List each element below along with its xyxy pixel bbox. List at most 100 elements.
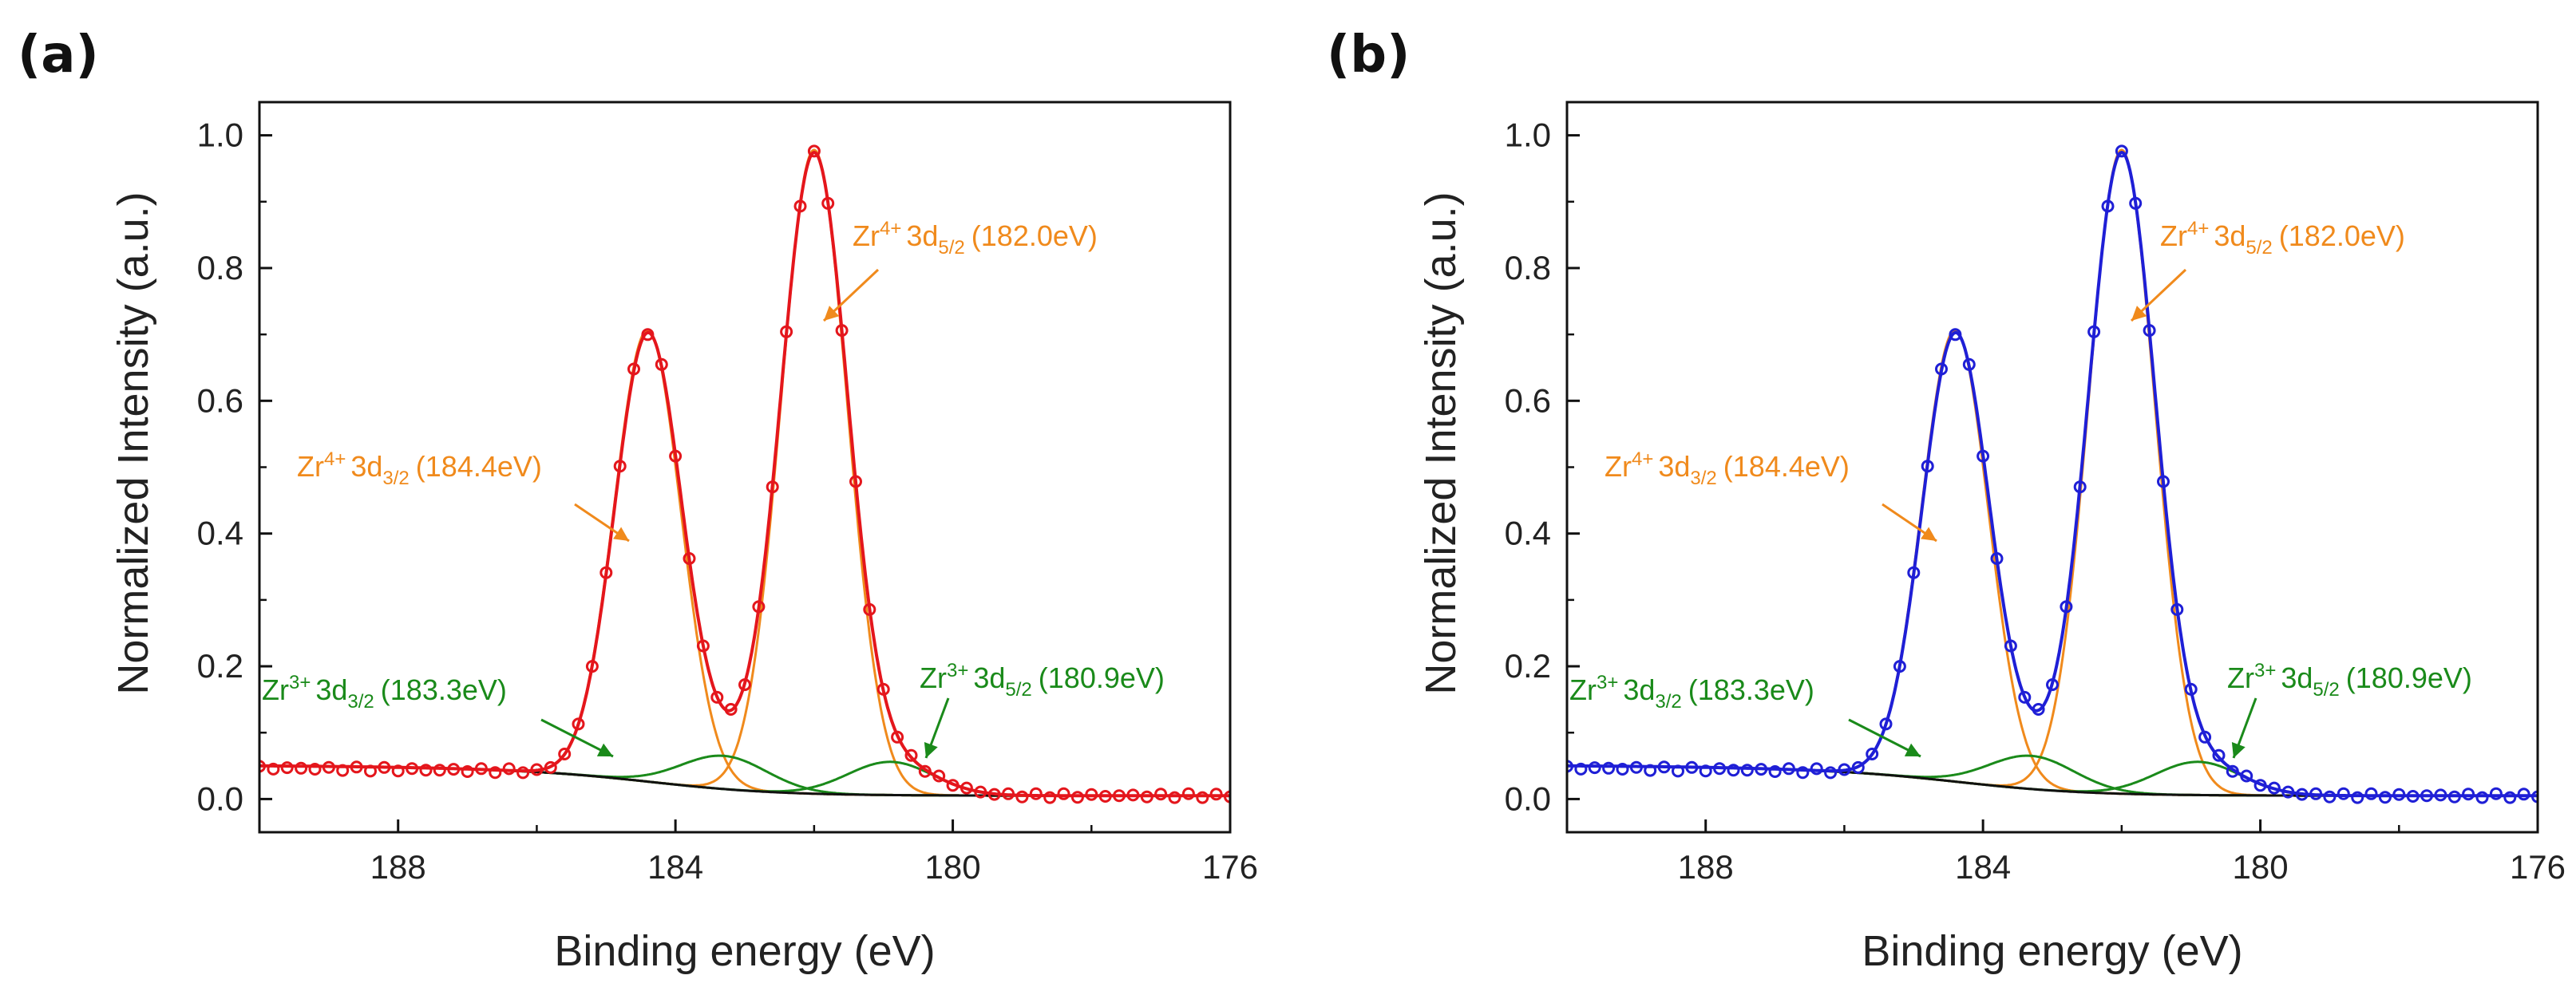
data-point [544,760,557,774]
data-point [391,764,405,778]
data-point [738,678,751,692]
data-point [932,769,946,783]
data-point [849,475,862,488]
data-point [2531,790,2538,803]
data-point [876,682,890,696]
data-point [1588,761,1601,775]
data-point [433,764,446,777]
data-point [683,552,696,565]
component-peak-zr4-3d3-2 [453,329,1230,797]
data-point [960,781,973,795]
annotation-label: Zr4+ 3d5/2 (182.0eV) [2160,218,2405,259]
annotation-label: Zr3+ 3d3/2 (183.3eV) [262,672,507,713]
data-point [461,765,474,778]
data-point [378,760,391,774]
data-point [1935,362,1948,376]
data-point [1768,765,1782,778]
data-point [2378,791,2392,804]
data-point [1893,660,1906,673]
y-tick-label: 1.0 [1505,116,1551,154]
data-point [863,602,876,616]
data-point [2240,769,2254,783]
data-point [1810,762,1823,776]
data-point [2406,790,2420,803]
annotation-label: Zr3+ 3d5/2 (180.9eV) [920,660,1165,701]
x-tick-label: 184 [1955,848,2011,886]
component-peak-zr4-3d3-2 [1761,329,2538,797]
data-point [259,760,266,773]
data-point [2060,600,2073,614]
data-point [2517,788,2530,801]
peak-annotation: Zr4+ 3d3/2 (184.4eV) [1605,448,1937,543]
data-point [1838,763,1851,776]
component-peak-zr4-3d5-2 [453,148,1230,797]
data-point [2364,787,2378,800]
data-point [2212,748,2226,762]
data-point [295,761,308,775]
background-line [453,767,1230,797]
data-point [1209,788,1223,801]
data-point [1921,460,1934,473]
data-point [1181,787,1195,800]
annotation-arrowhead [596,743,613,756]
data-point [1672,764,1684,778]
data-point [724,703,738,716]
data-point [267,762,280,776]
data-point [474,762,488,776]
component-peak-zr3-3d5-2 [453,760,1230,797]
y-tick-label: 0.4 [1505,515,1551,552]
data-point [2434,788,2447,802]
data-point [1070,791,1084,804]
chart-panel-a: (a) 188 184 180 176 0.0 0.2 0.4 0.6 0.8 1.0 Binding… [18,26,1258,975]
x-tick-label: 188 [370,848,426,886]
data-point [2087,325,2101,338]
data-point [766,480,779,494]
peak-annotation: Zr3+ 3d5/2 (180.9eV) [2227,660,2472,759]
experimental-data-points [259,144,1230,804]
data-point [641,328,655,342]
data-point [1977,449,1990,463]
annotation-arrowhead [924,741,938,758]
annotation-arrowhead [824,306,840,321]
data-point [1990,552,2004,565]
x-axis-title: Binding energy (eV) [1862,927,2242,975]
data-point [350,760,363,774]
peak-annotation: Zr3+ 3d3/2 (183.3eV) [1569,672,1921,758]
data-point [2462,788,2475,801]
data-point [2226,764,2239,778]
data-point [669,449,683,463]
x-tick-label: 176 [2510,848,2566,886]
data-point [585,660,599,673]
data-point [2281,785,2295,799]
data-point [2503,791,2517,804]
data-point [530,763,544,776]
data-point [1140,790,1153,803]
annotation-arrowhead [2231,741,2246,758]
annotation-label: Zr3+ 3d3/2 (183.3eV) [1569,672,1814,713]
data-point [599,566,613,579]
chart-panel-b: (b) 188 184 180 176 0.0 0.2 0.4 0.6 0.8 1.0 Binding… [1327,26,2566,975]
data-point [2198,730,2212,744]
data-point [2447,790,2461,803]
data-point [2157,475,2170,488]
peak-annotation: Zr3+ 3d3/2 (183.3eV) [262,672,614,758]
data-point [2115,144,2128,158]
plot-area [1567,144,2538,804]
annotation-label: Zr3+ 3d5/2 (180.9eV) [2227,660,2472,701]
data-point [2032,703,2045,716]
peak-annotation: Zr4+ 3d5/2 (182.0eV) [822,218,1098,322]
data-point [2073,480,2087,494]
data-point [2170,602,2184,616]
data-point [406,762,419,776]
data-point [1043,791,1057,804]
data-point [1727,764,1740,777]
data-point [904,748,918,762]
data-point [280,761,294,775]
data-point [2475,791,2489,804]
x-tick-label: 180 [2233,848,2289,886]
data-point [1602,761,1616,775]
data-point [1126,788,1140,802]
data-point [2254,779,2267,792]
data-point [2351,791,2364,804]
